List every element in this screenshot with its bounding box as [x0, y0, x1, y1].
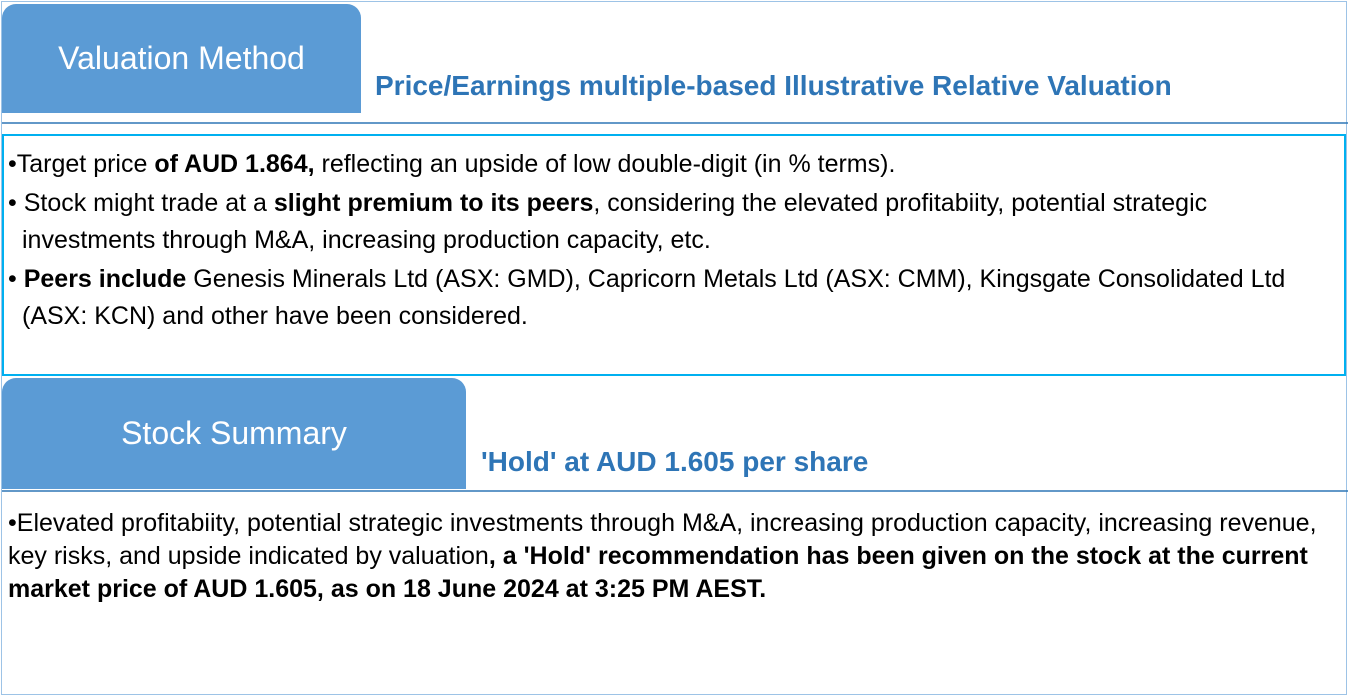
bullet-bold-text: Peers include [23, 265, 187, 293]
bullet-marker: • [8, 150, 17, 178]
valuation-method-tab-label: Valuation Method [58, 40, 305, 76]
valuation-bullet-peers: • Peers include Genesis Minerals Ltd (AS… [8, 261, 1334, 335]
valuation-bullets-box: •Target price of AUD 1.864, reflecting a… [2, 134, 1346, 376]
bullet-text: reflecting an upside of low double-digit… [314, 150, 896, 178]
bullet-marker: • [8, 265, 17, 293]
valuation-divider [2, 122, 1348, 124]
stock-summary-tab: Stock Summary [2, 378, 466, 489]
stock-summary-paragraph: •Elevated profitabiity, potential strate… [8, 507, 1336, 606]
bullet-text: Target price [16, 150, 155, 178]
bullet-marker: • [8, 509, 17, 537]
bullet-text: Genesis Minerals Ltd (ASX: GMD), Caprico… [22, 265, 1286, 330]
stock-summary-tab-label: Stock Summary [121, 415, 347, 451]
bullet-marker: • [8, 189, 17, 217]
stock-summary-divider [2, 490, 1348, 492]
valuation-method-tab: Valuation Method [2, 4, 361, 113]
valuation-bullet-premium: • Stock might trade at a slight premium … [8, 185, 1334, 259]
bullet-text: Stock might trade at a [16, 189, 274, 217]
valuation-subtitle: Price/Earnings multiple-based Illustrati… [375, 70, 1172, 101]
valuation-bullet-target-price: •Target price of AUD 1.864, reflecting a… [8, 146, 1334, 183]
bullet-bold-text: of AUD 1.864, [154, 150, 315, 178]
summary-text: Elevated profitabiity, potential strateg… [8, 509, 1317, 570]
bullet-text [17, 265, 24, 293]
stock-summary-subtitle: 'Hold' at AUD 1.605 per share [481, 446, 869, 477]
stock-summary-box: •Elevated profitabiity, potential strate… [2, 502, 1346, 692]
bullet-bold-text: slight premium to its peers [273, 189, 594, 217]
summary-bold-text: , a 'Hold' recommendation has been given… [8, 542, 1308, 603]
bullet-text: , considering the elevated profitabiity,… [22, 189, 1208, 254]
